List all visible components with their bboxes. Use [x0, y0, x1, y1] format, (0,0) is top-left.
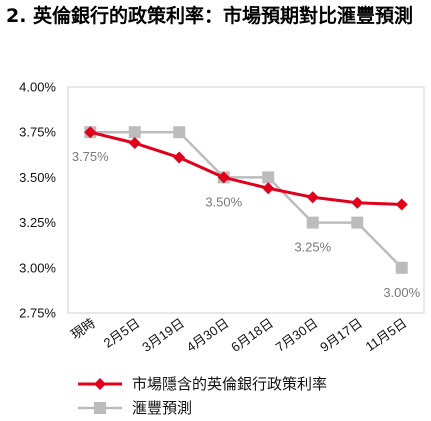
diamond-marker: [306, 191, 319, 204]
x-tick-label: 3月19日: [139, 315, 187, 355]
legend-label: 市場隱含的英倫銀行政策利率: [132, 375, 327, 393]
x-tick-label: 2月5日: [101, 315, 143, 350]
data-label: 3.50%: [205, 194, 242, 209]
plot-frame: [67, 86, 425, 314]
square-marker: [262, 171, 275, 184]
series-layer: [84, 126, 408, 274]
diamond-marker: [262, 182, 275, 195]
y-tick-label: 4.00%: [19, 80, 56, 95]
x-tick-label: 4月30日: [184, 315, 232, 355]
diamond-marker: [128, 137, 141, 150]
x-tick-label: 現時: [68, 315, 98, 342]
series-line: [89, 130, 402, 207]
square-marker: [128, 126, 141, 139]
x-tick-label: 6月18日: [228, 315, 276, 355]
square-marker: [395, 261, 408, 274]
diamond-marker: [395, 198, 408, 211]
legend-label: 滙豐預測: [132, 399, 192, 417]
y-tick-label: 3.25%: [19, 215, 56, 230]
data-label: 3.00%: [383, 285, 420, 300]
legend-square-marker: [94, 402, 106, 414]
data-label: 3.25%: [294, 240, 331, 255]
x-tick-label: 11月5日: [363, 315, 410, 354]
diamond-marker: [173, 151, 186, 164]
data-label: 3.75%: [72, 149, 109, 164]
diamond-marker: [84, 126, 97, 139]
square-marker: [351, 216, 364, 229]
y-tick-label: 3.50%: [19, 170, 56, 185]
series-line: [90, 130, 403, 269]
chart-title: 2. 英倫銀行的政策利率：市場預期對比滙豐預測: [6, 5, 414, 27]
x-tick-label: 7月30日: [273, 315, 321, 355]
square-marker: [173, 126, 186, 139]
y-tick-label: 3.75%: [19, 125, 56, 140]
diamond-marker: [217, 171, 230, 184]
y-tick-label: 2.75%: [19, 306, 56, 321]
data-labels: 3.75% 3.50% 3.25% 3.00%: [72, 149, 421, 300]
x-tick-label: 9月17日: [317, 315, 365, 355]
diamond-marker: [351, 196, 364, 209]
square-marker: [306, 216, 319, 229]
legend-diamond-marker: [94, 378, 106, 390]
y-tick-label: 3.00%: [19, 260, 56, 275]
y-axis: 4.00% 3.75% 3.50% 3.25% 3.00% 2.75%: [19, 80, 56, 321]
